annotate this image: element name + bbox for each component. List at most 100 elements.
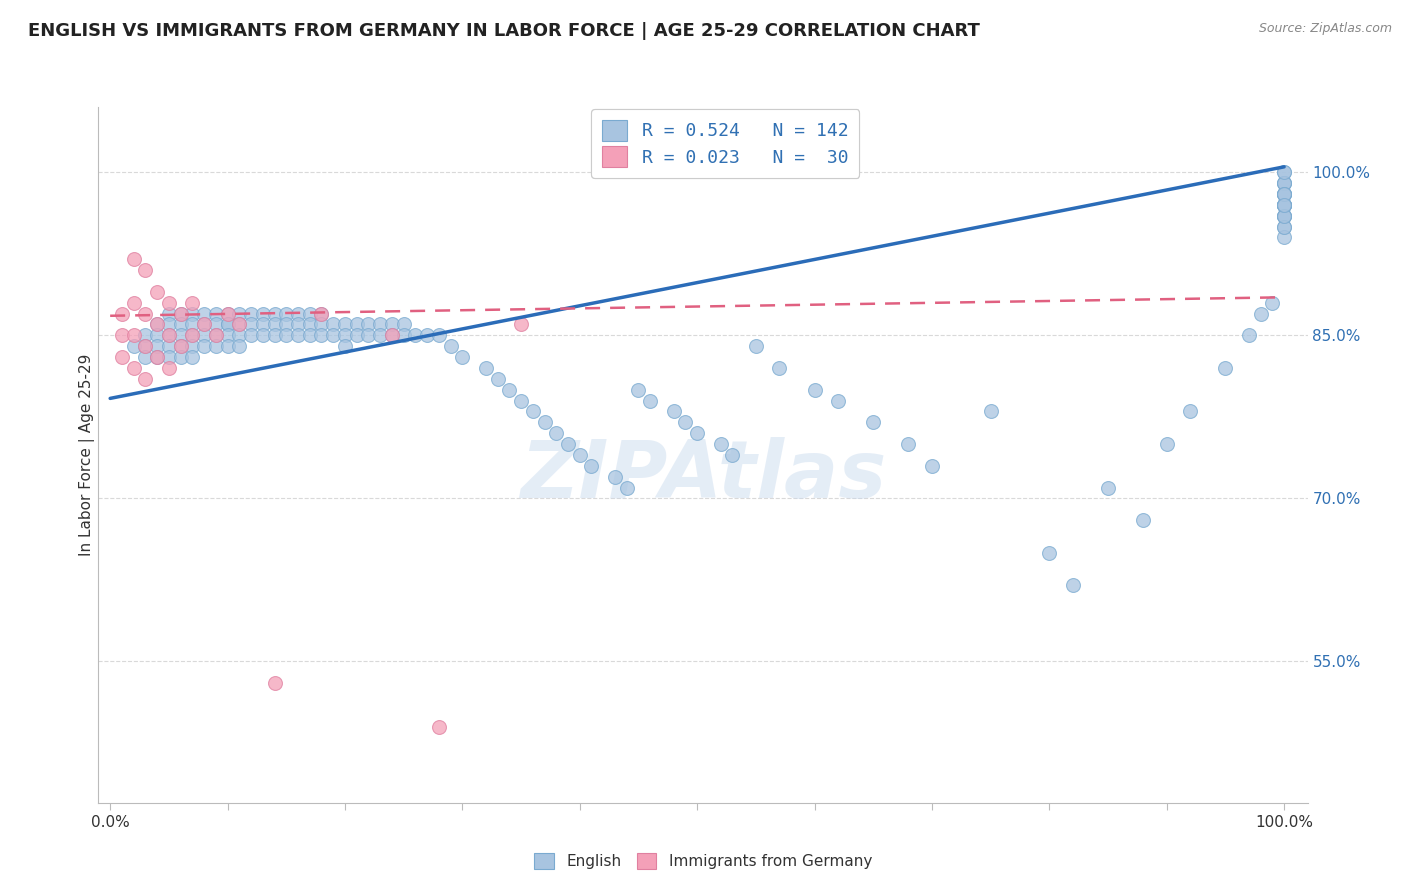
Point [122, 295, 145, 310]
Point [111, 328, 134, 343]
Point [276, 328, 298, 343]
Point [1272, 187, 1295, 202]
Point [122, 361, 145, 376]
Point [181, 318, 204, 332]
Point [157, 361, 180, 376]
Point [169, 339, 191, 353]
Point [134, 350, 156, 364]
Point [357, 318, 380, 332]
Legend: English, Immigrants from Germany: English, Immigrants from Germany [527, 847, 879, 875]
Point [111, 307, 134, 321]
Point [921, 458, 943, 473]
Legend: R = 0.524   N = 142, R = 0.023   N =  30: R = 0.524 N = 142, R = 0.023 N = 30 [591, 109, 859, 178]
Point [228, 307, 250, 321]
Point [146, 285, 169, 299]
Point [287, 307, 309, 321]
Point [1272, 209, 1295, 223]
Point [1272, 198, 1295, 212]
Point [1062, 578, 1084, 592]
Point [1272, 219, 1295, 234]
Point [169, 350, 191, 364]
Point [381, 328, 404, 343]
Point [1272, 187, 1295, 202]
Point [1272, 187, 1295, 202]
Point [827, 393, 849, 408]
Point [252, 328, 274, 343]
Point [322, 318, 344, 332]
Point [1038, 546, 1060, 560]
Point [1272, 176, 1295, 190]
Point [240, 328, 263, 343]
Point [522, 404, 544, 418]
Point [240, 307, 263, 321]
Point [204, 328, 226, 343]
Point [745, 339, 768, 353]
Point [581, 458, 603, 473]
Point [346, 318, 368, 332]
Point [122, 339, 145, 353]
Point [1272, 230, 1295, 244]
Point [1261, 295, 1284, 310]
Point [333, 328, 356, 343]
Point [346, 328, 368, 343]
Point [404, 328, 426, 343]
Point [686, 426, 709, 441]
Point [980, 404, 1002, 418]
Point [181, 295, 204, 310]
Point [193, 307, 215, 321]
Point [1272, 198, 1295, 212]
Point [134, 339, 156, 353]
Point [298, 328, 321, 343]
Point [157, 328, 180, 343]
Point [1272, 176, 1295, 190]
Point [134, 307, 156, 321]
Point [862, 415, 884, 429]
Point [803, 383, 825, 397]
Point [157, 350, 180, 364]
Point [1272, 198, 1295, 212]
Point [311, 307, 333, 321]
Point [357, 328, 380, 343]
Point [181, 307, 204, 321]
Point [263, 328, 285, 343]
Point [146, 350, 169, 364]
Text: ZIPAtlas: ZIPAtlas [520, 437, 886, 515]
Point [111, 350, 134, 364]
Point [381, 328, 404, 343]
Point [181, 328, 204, 343]
Point [1272, 209, 1295, 223]
Point [368, 318, 391, 332]
Point [157, 328, 180, 343]
Point [134, 263, 156, 277]
Point [1272, 187, 1295, 202]
Point [122, 328, 145, 343]
Point [710, 437, 733, 451]
Point [333, 318, 356, 332]
Point [1272, 219, 1295, 234]
Point [451, 350, 474, 364]
Point [228, 328, 250, 343]
Point [510, 318, 533, 332]
Point [1215, 361, 1237, 376]
Point [557, 437, 579, 451]
Point [228, 339, 250, 353]
Point [276, 318, 298, 332]
Text: Source: ZipAtlas.com: Source: ZipAtlas.com [1258, 22, 1392, 36]
Point [1272, 165, 1295, 179]
Point [169, 307, 191, 321]
Point [146, 318, 169, 332]
Point [1180, 404, 1202, 418]
Point [193, 318, 215, 332]
Point [217, 318, 239, 332]
Point [1272, 209, 1295, 223]
Y-axis label: In Labor Force | Age 25-29: In Labor Force | Age 25-29 [79, 354, 96, 556]
Point [146, 328, 169, 343]
Point [498, 383, 520, 397]
Point [439, 339, 461, 353]
Point [134, 372, 156, 386]
Point [1237, 328, 1260, 343]
Point [146, 318, 169, 332]
Point [311, 307, 333, 321]
Point [122, 252, 145, 267]
Point [311, 328, 333, 343]
